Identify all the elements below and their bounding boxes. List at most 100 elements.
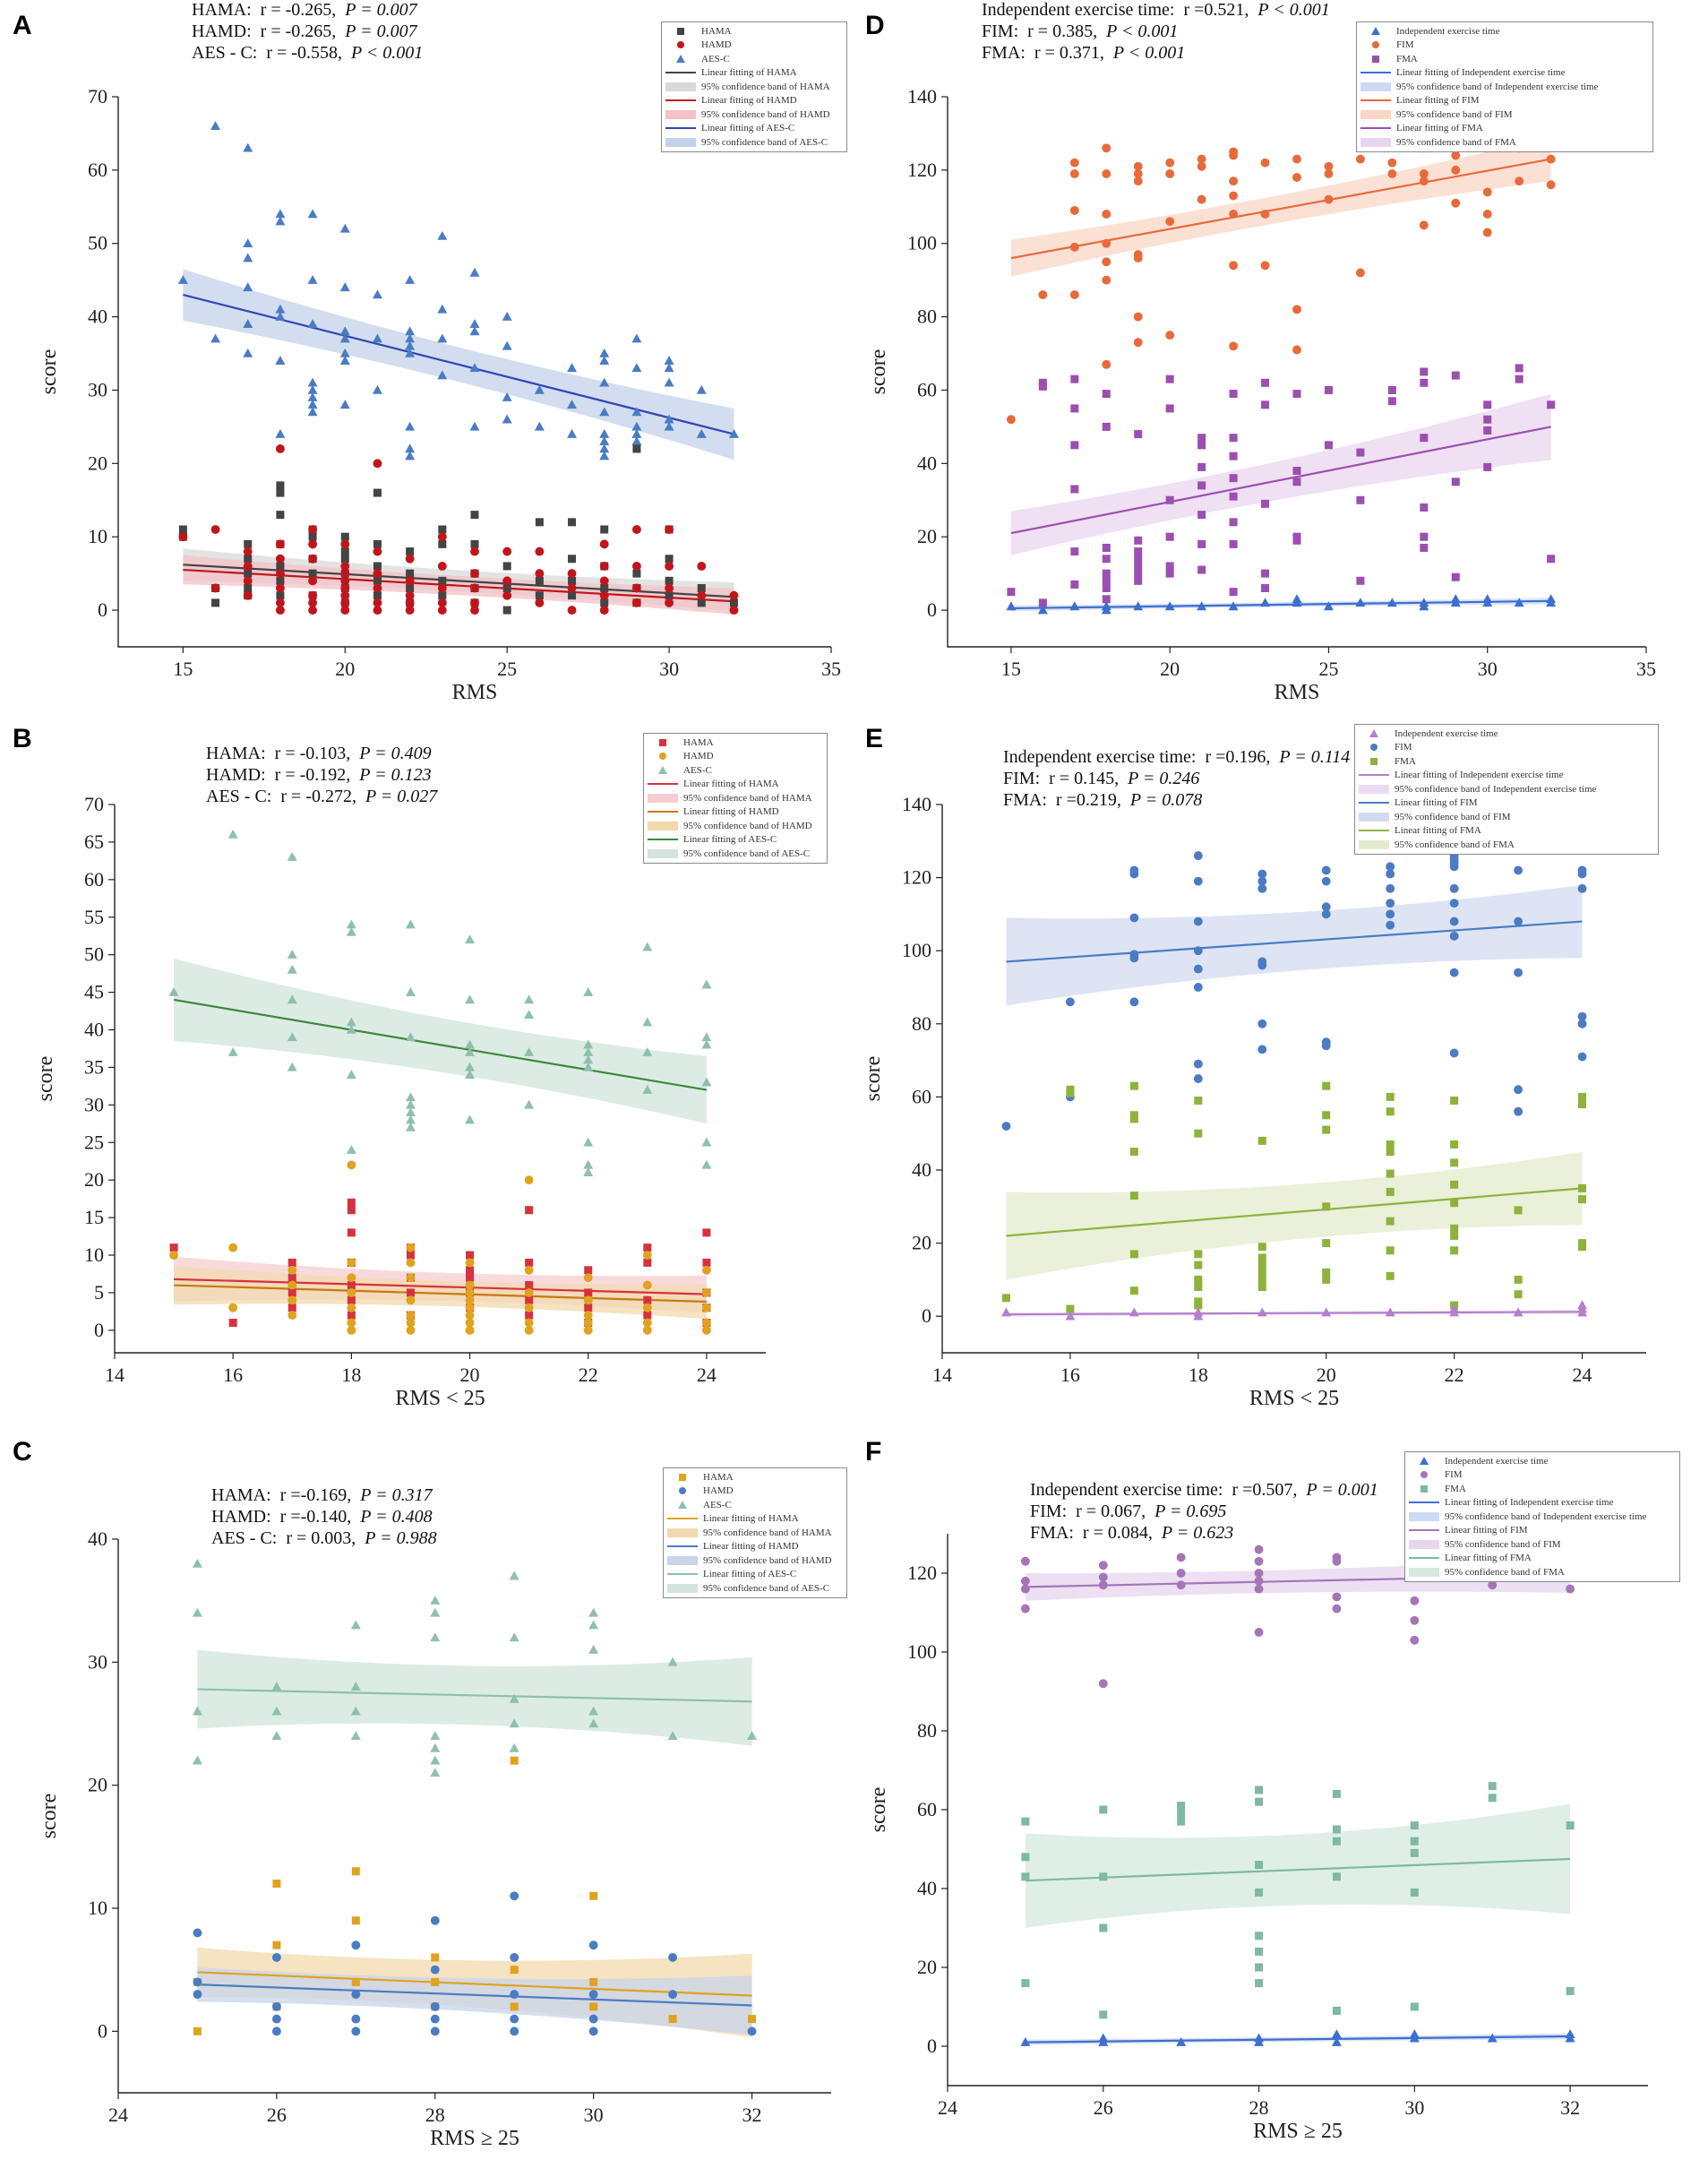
- data-point: [1000, 1307, 1011, 1317]
- legend-symbol: [1409, 1567, 1439, 1578]
- data-point: [1129, 1114, 1138, 1123]
- data-point: [1193, 1059, 1203, 1069]
- data-point: [373, 598, 382, 607]
- y-tick-label: 10: [88, 1897, 107, 1919]
- data-point: [589, 2002, 598, 2011]
- data-point: [430, 1632, 441, 1642]
- data-point: [665, 576, 674, 585]
- data-point: [437, 583, 447, 593]
- data-point: [701, 1303, 711, 1312]
- series-hamd: [169, 1160, 711, 1335]
- fit-line-fim: [1006, 920, 1583, 963]
- x-tick-label: 14: [932, 1364, 952, 1386]
- data-point: [1229, 191, 1239, 201]
- data-point: [1098, 1561, 1108, 1570]
- data-point: [1165, 569, 1174, 578]
- x-tick-label: 35: [1636, 658, 1656, 680]
- data-point: [1321, 1041, 1331, 1051]
- y-tick-label: 60: [917, 378, 937, 400]
- data-point: [1387, 158, 1397, 168]
- y-tick-label: 60: [917, 1798, 937, 1820]
- data-point: [1194, 1250, 1203, 1259]
- legend-item: HAMA: [665, 24, 843, 39]
- data-point: [1102, 169, 1111, 178]
- data-point: [583, 1159, 594, 1169]
- data-point: [1449, 883, 1459, 893]
- data-point: [1129, 953, 1139, 963]
- data-point: [1292, 305, 1301, 314]
- data-point: [524, 1046, 535, 1056]
- data-point: [276, 488, 285, 497]
- data-point: [1254, 1545, 1264, 1554]
- data-point: [568, 555, 577, 564]
- legend-label: Linear fitting of FIM: [1396, 95, 1480, 107]
- data-point: [1133, 601, 1144, 611]
- data-point: [405, 443, 416, 453]
- data-point: [1386, 920, 1395, 930]
- legend-label: Linear fitting of HAMD: [683, 806, 779, 818]
- data-point: [631, 583, 641, 593]
- data-point: [405, 1122, 416, 1132]
- data-point: [535, 598, 545, 607]
- data-point: [1321, 876, 1331, 886]
- data-point: [1322, 1125, 1331, 1134]
- data-point: [1322, 1275, 1331, 1284]
- data-point: [1177, 1802, 1186, 1811]
- legend-label: FIM: [1395, 742, 1412, 753]
- data-point: [1577, 1019, 1587, 1028]
- x-tick-label: 20: [460, 1364, 480, 1386]
- data-point: [1257, 876, 1267, 886]
- y-tick-label: 20: [912, 1232, 931, 1254]
- data-point: [1292, 478, 1301, 486]
- data-point: [1098, 1572, 1108, 1582]
- data-point: [1070, 374, 1079, 383]
- legend-label: Linear fitting of FMA: [1396, 123, 1483, 134]
- data-point: [567, 569, 577, 579]
- x-tick-label: 25: [497, 658, 517, 680]
- legend-label: Independent exercise time: [1395, 727, 1498, 739]
- confidence-band-fim: [1010, 137, 1551, 277]
- data-point: [599, 576, 609, 586]
- data-point: [1229, 261, 1239, 271]
- data-point: [509, 1632, 519, 1642]
- x-tick-label: 20: [335, 658, 355, 680]
- data-point: [1197, 154, 1206, 164]
- data-point: [1420, 503, 1429, 512]
- data-point: [372, 289, 382, 299]
- data-point: [1450, 1180, 1459, 1189]
- data-point: [1566, 1986, 1575, 1995]
- series-fma: [1021, 1782, 1575, 2019]
- data-point: [1229, 210, 1239, 219]
- confidence-band-aes-c: [197, 1649, 752, 1746]
- data-point: [510, 1952, 519, 1962]
- data-point: [1450, 1231, 1459, 1240]
- data-point: [431, 1977, 440, 1986]
- data-point: [1229, 151, 1239, 160]
- data-point: [1229, 341, 1239, 351]
- data-point: [1410, 1848, 1419, 1857]
- data-point: [1102, 238, 1111, 248]
- data-point: [1254, 1628, 1264, 1637]
- series-hamd: [178, 444, 739, 615]
- data-point: [406, 1258, 416, 1268]
- y-tick-label: 40: [84, 1019, 104, 1041]
- data-point: [339, 356, 350, 365]
- legend-item: AES-C: [648, 763, 823, 778]
- data-point: [1410, 1888, 1419, 1897]
- legend-item: Linear fitting of FIM: [1409, 1524, 1676, 1538]
- data-point: [1387, 169, 1397, 178]
- data-point: [193, 1990, 202, 2000]
- data-point: [271, 2026, 281, 2036]
- data-point: [347, 1311, 356, 1320]
- data-point: [535, 546, 545, 556]
- confidence-band-hamd: [197, 1966, 752, 2035]
- data-point: [405, 333, 416, 343]
- legend-item: 95% confidence band of FIM: [1409, 1537, 1676, 1552]
- panel-label-f: F: [865, 1437, 882, 1467]
- data-point: [244, 584, 253, 593]
- data-point: [502, 584, 511, 593]
- legend-label: HAMD: [683, 751, 714, 762]
- data-point: [1261, 400, 1270, 409]
- x-tick-label: 35: [821, 658, 841, 680]
